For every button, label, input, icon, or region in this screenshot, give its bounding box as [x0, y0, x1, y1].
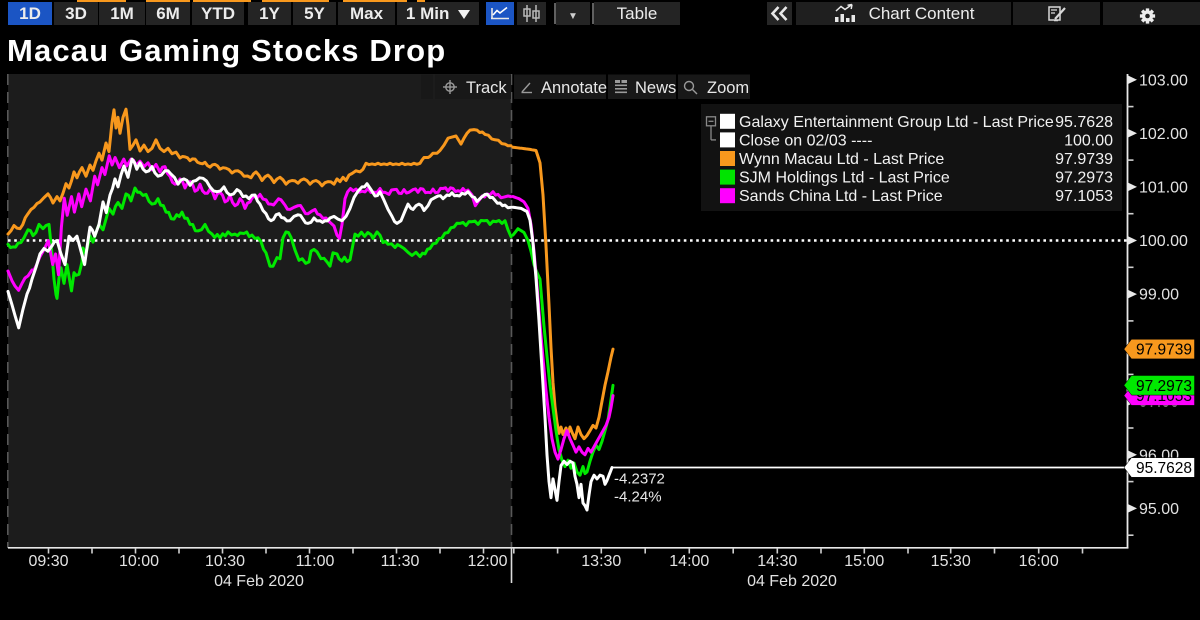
- svg-text:97.1053: 97.1053: [1055, 188, 1113, 205]
- svg-text:Annotate: Annotate: [541, 79, 607, 97]
- svg-text:Zoom: Zoom: [707, 79, 749, 97]
- svg-text:09:30: 09:30: [28, 553, 68, 570]
- svg-text:-4.24%: -4.24%: [614, 489, 662, 506]
- svg-text:04 Feb 2020: 04 Feb 2020: [747, 573, 837, 590]
- svg-text:99.00: 99.00: [1139, 287, 1179, 304]
- svg-text:15:00: 15:00: [844, 553, 884, 570]
- svg-text:10:30: 10:30: [205, 553, 245, 570]
- svg-text:11:30: 11:30: [381, 553, 420, 570]
- svg-text:100.00: 100.00: [1064, 132, 1113, 149]
- svg-text:-4.2372: -4.2372: [614, 471, 665, 488]
- svg-text:Track: Track: [466, 79, 507, 97]
- svg-text:12:00: 12:00: [467, 553, 507, 570]
- svg-text:103.00: 103.00: [1139, 72, 1188, 89]
- svg-text:14:00: 14:00: [669, 553, 709, 570]
- svg-text:101.00: 101.00: [1139, 179, 1188, 196]
- svg-text:95.7628: 95.7628: [1136, 460, 1192, 477]
- svg-text:15:30: 15:30: [931, 553, 971, 570]
- svg-text:95.7628: 95.7628: [1055, 114, 1113, 131]
- svg-text:Wynn Macau Ltd - Last Price: Wynn Macau Ltd - Last Price: [739, 151, 944, 168]
- svg-text:97.2973: 97.2973: [1136, 378, 1192, 395]
- svg-text:95.00: 95.00: [1139, 501, 1179, 518]
- svg-text:04 Feb 2020: 04 Feb 2020: [214, 573, 304, 590]
- svg-text:97.2973: 97.2973: [1055, 170, 1113, 187]
- svg-text:10:00: 10:00: [119, 553, 159, 570]
- svg-text:News: News: [635, 79, 676, 97]
- svg-text:11:00: 11:00: [296, 553, 335, 570]
- svg-text:Close on 02/03 ----: Close on 02/03 ----: [739, 132, 872, 149]
- svg-text:SJM Holdings Ltd - Last Price: SJM Holdings Ltd - Last Price: [739, 170, 950, 187]
- svg-text:13:30: 13:30: [581, 553, 621, 570]
- svg-text:102.00: 102.00: [1139, 126, 1188, 143]
- svg-text:100.00: 100.00: [1139, 233, 1188, 250]
- svg-text:14:30: 14:30: [757, 553, 797, 570]
- svg-text:Sands China Ltd - Last Price: Sands China Ltd - Last Price: [739, 188, 943, 205]
- svg-text:16:00: 16:00: [1019, 553, 1059, 570]
- svg-text:97.9739: 97.9739: [1055, 151, 1113, 168]
- svg-text:Galaxy Entertainment Group Ltd: Galaxy Entertainment Group Ltd - Last Pr…: [739, 114, 1054, 131]
- svg-text:97.9739: 97.9739: [1136, 342, 1192, 359]
